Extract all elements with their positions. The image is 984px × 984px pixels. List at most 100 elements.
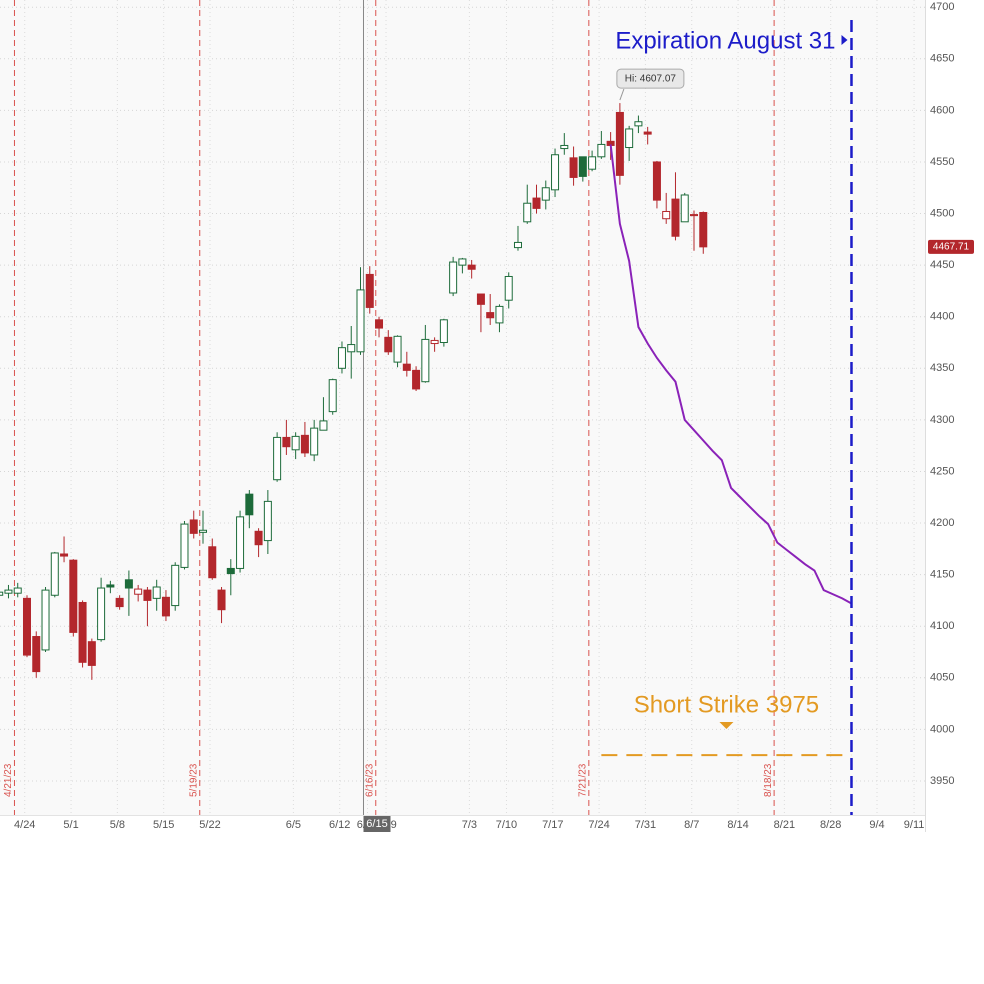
candle-body bbox=[4, 589, 13, 594]
candle-body bbox=[365, 273, 374, 308]
expiration-label: Expiration August 31 bbox=[615, 27, 835, 54]
high-pointer bbox=[619, 88, 625, 101]
candle-body bbox=[486, 312, 495, 319]
candle-body bbox=[161, 596, 170, 617]
candle-body bbox=[273, 436, 282, 481]
x-tick-label: 9/11 bbox=[904, 819, 925, 831]
x-tick-label: 4/24 bbox=[14, 819, 35, 831]
y-tick-label: 4500 bbox=[930, 207, 954, 219]
last-price-label: 4467.71 bbox=[933, 242, 970, 253]
candle-body bbox=[337, 347, 346, 369]
candle-body bbox=[532, 197, 541, 209]
x-tick-label: 8/14 bbox=[727, 819, 748, 831]
candle-body bbox=[634, 121, 643, 127]
strike-marker bbox=[719, 722, 734, 729]
x-tick-label: 9/4 bbox=[869, 819, 884, 831]
crosshair-box bbox=[363, 816, 391, 832]
candle-body bbox=[134, 588, 143, 595]
candle-body bbox=[152, 586, 161, 599]
candle-body bbox=[523, 202, 532, 223]
expiration-date-label: 6/16/23 bbox=[364, 763, 375, 797]
candle-body bbox=[615, 111, 624, 176]
x-tick-label: 5/8 bbox=[110, 819, 125, 831]
y-tick-label: 4000 bbox=[930, 723, 954, 735]
candle-body bbox=[551, 154, 560, 191]
candle-body bbox=[652, 161, 661, 201]
candle-body bbox=[458, 258, 467, 266]
candle-body bbox=[226, 567, 235, 575]
candle-body bbox=[476, 293, 485, 305]
strike-label: Short Strike 3975 bbox=[634, 691, 819, 718]
candle-body bbox=[282, 436, 291, 448]
candle-body bbox=[50, 552, 59, 596]
last-price-tag bbox=[928, 239, 974, 254]
y-tick-label: 4400 bbox=[930, 311, 954, 323]
candle-body bbox=[588, 156, 597, 170]
expiration-date-label: 4/21/23 bbox=[3, 763, 14, 797]
y-tick-label: 4150 bbox=[930, 569, 954, 581]
candle-body bbox=[393, 335, 402, 363]
candle-body bbox=[78, 601, 87, 663]
expiration-date-label: 5/19/23 bbox=[188, 763, 199, 797]
x-tick-label: 5/1 bbox=[63, 819, 78, 831]
candle-body bbox=[384, 336, 393, 353]
candle-body bbox=[124, 579, 133, 589]
expiration-marker bbox=[841, 35, 848, 45]
candle-body bbox=[199, 529, 208, 533]
y-tick-label: 4600 bbox=[930, 104, 954, 116]
candle-body bbox=[115, 597, 124, 608]
candle-body bbox=[541, 187, 550, 201]
x-tick-label: 5/22 bbox=[199, 819, 220, 831]
x-tick-label: 8/28 bbox=[820, 819, 841, 831]
x-tick-label: 8/7 bbox=[684, 819, 699, 831]
candle-body bbox=[310, 427, 319, 456]
y-tick-label: 4550 bbox=[930, 156, 954, 168]
candle-body bbox=[97, 587, 106, 641]
candle-body bbox=[22, 597, 31, 656]
x-tick-label: 6/5 bbox=[286, 819, 301, 831]
candle-body bbox=[356, 289, 365, 353]
candle-body bbox=[189, 519, 198, 534]
candle-body bbox=[347, 344, 356, 353]
candle-body bbox=[245, 493, 254, 516]
candle-body bbox=[143, 589, 152, 601]
y-tick-label: 4300 bbox=[930, 414, 954, 426]
candle-body bbox=[513, 241, 522, 249]
candle-body bbox=[291, 435, 300, 451]
candle-body bbox=[495, 305, 504, 324]
projection-line bbox=[609, 144, 852, 605]
y-tick-label: 4250 bbox=[930, 465, 954, 477]
candle-body bbox=[319, 420, 328, 431]
candle-body bbox=[671, 198, 680, 237]
candle-body bbox=[41, 589, 50, 651]
candle-body bbox=[662, 210, 671, 220]
x-tick-label: 7/24 bbox=[588, 819, 609, 831]
candle-body bbox=[690, 214, 698, 217]
candle-body bbox=[402, 363, 411, 371]
x-tick-label: 7/31 bbox=[635, 819, 656, 831]
candle-body bbox=[504, 275, 513, 301]
candle-body bbox=[467, 264, 476, 270]
candle-body bbox=[208, 546, 217, 579]
y-tick-label: 3950 bbox=[930, 775, 954, 787]
x-tick-label: 7/17 bbox=[542, 819, 563, 831]
candle-body bbox=[560, 144, 569, 150]
candle-body bbox=[171, 564, 180, 607]
x-tick-label: 5/15 bbox=[153, 819, 174, 831]
x-tick-label: 6/12 bbox=[329, 819, 350, 831]
candle-body bbox=[421, 338, 430, 383]
y-tick-label: 4700 bbox=[930, 1, 954, 13]
high-bubble bbox=[616, 68, 685, 89]
candle-body bbox=[430, 339, 439, 345]
candle-body bbox=[328, 379, 337, 413]
candle-body bbox=[412, 369, 421, 390]
y-tick-label: 4350 bbox=[930, 362, 954, 374]
x-tick-label: 7/10 bbox=[496, 819, 517, 831]
candle-body bbox=[106, 584, 115, 588]
candle-body bbox=[625, 128, 634, 149]
crosshair-label: 6/15 bbox=[366, 818, 387, 830]
candle-body bbox=[13, 587, 22, 594]
candle-body bbox=[449, 261, 458, 294]
